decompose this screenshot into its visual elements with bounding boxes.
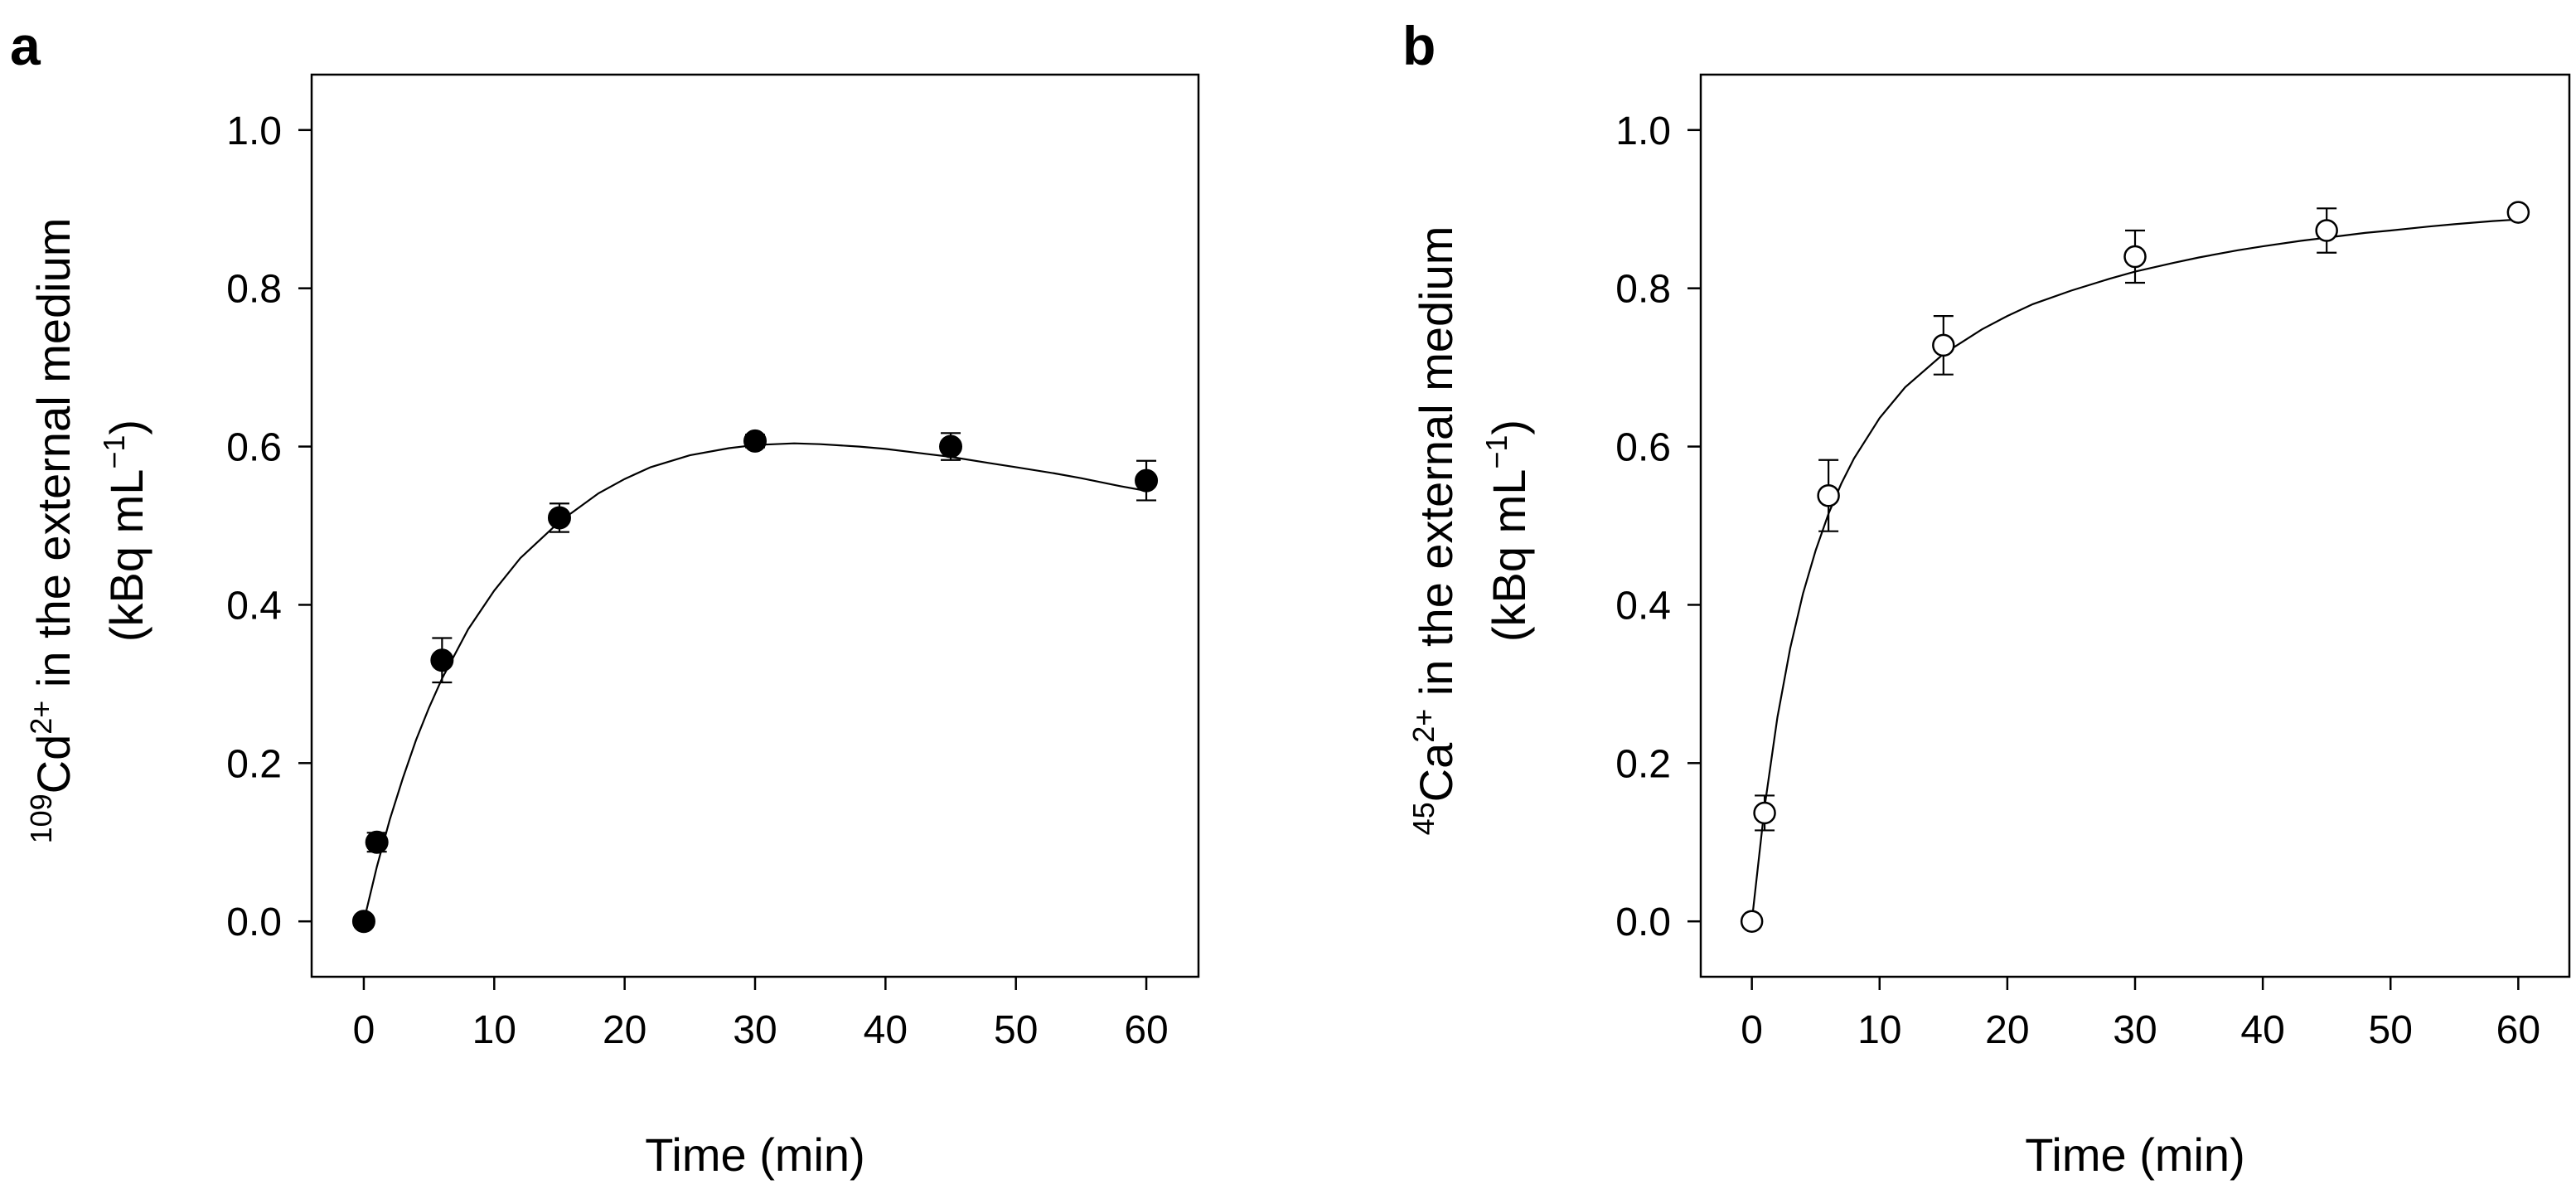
data-point [430,648,454,672]
x-tick-label: 30 [2113,1008,2157,1052]
y-axis-unit: (kBq mL−1) [1479,420,1535,642]
y-axis-charge: 2+ [24,701,58,735]
data-point [1135,468,1159,493]
y-axis-element: Ca [1410,742,1462,802]
y-tick-label: 1.0 [226,109,282,153]
data-point [1753,801,1776,825]
y-axis-isotope-mass: 45 [1407,802,1441,835]
data-point [1932,333,1955,357]
data-point [365,830,389,854]
x-tick-label: 60 [2496,1008,2540,1052]
y-tick-label: 0.4 [1615,584,1671,628]
y-axis-label-text: in the external medium [1410,226,1462,709]
x-tick-label: 50 [2369,1008,2413,1052]
x-tick-label: 40 [2240,1008,2284,1052]
y-axis-charge: 2+ [1407,709,1441,743]
x-tick-label: 0 [1741,1008,1763,1052]
panel-a: a 0 10 20 30 40 50 60 0.0 0.2 0.4 0.6 0.8 1.0 Time (mi… [10,15,1200,1181]
y-tick-label: 0.6 [226,426,282,470]
x-tick-label: 60 [1124,1008,1168,1052]
y-tick-label: 0.4 [226,584,282,628]
y-axis-unit-text: (kBq mL [100,469,153,643]
y-tick-label: 0.8 [1615,268,1671,312]
y-tick-label: 0.2 [226,742,282,786]
y-axis-label: 45Ca2+ in the external medium [1407,226,1462,836]
y-tick-label: 0.0 [1615,900,1671,944]
plot-frame [1699,73,2571,978]
panel-label: a [10,15,41,76]
y-axis-unit-exponent: −1 [97,435,131,469]
y-tick-label: 0.0 [226,900,282,944]
x-tick-label: 0 [353,1008,375,1052]
data-point [351,910,375,934]
data-point [1817,483,1840,507]
fit-curve [362,442,1147,922]
panel-b: b 0 10 20 30 40 50 60 0.0 0.2 0.4 0.6 0.8 1.0 Time (mi… [1402,15,2571,1181]
y-axis-label: 109Cd2+ in the external medium [24,218,80,844]
fit-curve [1750,218,2519,922]
y-tick-label: 0.8 [226,268,282,312]
x-axis-label: Time (min) [645,1128,864,1181]
y-axis-unit-close: ) [1483,420,1535,435]
panel-label: b [1402,15,1436,76]
x-tick-label: 50 [994,1008,1038,1052]
data-point [2123,245,2147,269]
data-point [939,434,963,459]
data-point [2506,201,2530,224]
data-point [2315,219,2338,242]
x-axis-label: Time (min) [2025,1128,2244,1181]
y-axis-element: Cd [27,735,80,794]
x-tick-label: 20 [1985,1008,2029,1052]
y-axis-label-text: in the external medium [27,218,80,701]
y-axis-unit-close: ) [100,420,153,435]
y-tick-label: 0.2 [1615,742,1671,786]
x-tick-label: 10 [1857,1008,1901,1052]
y-axis-unit-exponent: −1 [1479,435,1513,469]
data-point [547,506,571,530]
data-point [743,429,767,453]
x-tick-label: 40 [864,1008,908,1052]
x-tick-label: 20 [603,1008,646,1052]
y-tick-label: 1.0 [1615,109,1671,153]
x-tick-label: 10 [472,1008,516,1052]
y-axis-unit: (kBq mL−1) [97,420,153,642]
y-tick-label: 0.6 [1615,426,1671,470]
y-axis-isotope-mass: 109 [24,794,58,843]
data-point [1740,910,1764,933]
x-tick-label: 30 [733,1008,777,1052]
plot-frame [310,73,1200,978]
y-axis-unit-text: (kBq mL [1483,469,1535,643]
